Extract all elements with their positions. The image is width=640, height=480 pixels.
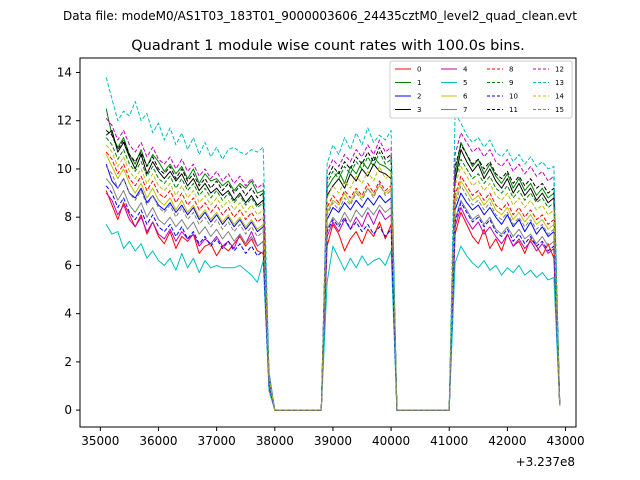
legend-label-13: 13 bbox=[555, 79, 564, 87]
plot-area bbox=[105, 77, 561, 411]
x-tick-label-40000: 40000 bbox=[372, 434, 410, 448]
series-line-8 bbox=[105, 151, 561, 411]
series-line-6 bbox=[105, 154, 561, 411]
legend-label-8: 8 bbox=[509, 66, 513, 74]
series-line-9 bbox=[105, 137, 561, 411]
figure-suptitle: Data file: modeM0/AS1T03_183T01_90000036… bbox=[63, 9, 577, 23]
x-tick-label-43000: 43000 bbox=[546, 434, 584, 448]
series-line-7 bbox=[105, 178, 561, 411]
x-tick-label-42000: 42000 bbox=[488, 434, 526, 448]
legend-label-14: 14 bbox=[555, 93, 564, 101]
legend-label-1: 1 bbox=[417, 79, 421, 87]
series-line-10 bbox=[105, 185, 561, 411]
legend-label-7: 7 bbox=[463, 106, 467, 114]
series-line-12 bbox=[105, 117, 561, 411]
axes-frame bbox=[79, 57, 577, 428]
x-tick-label-39000: 39000 bbox=[314, 434, 352, 448]
legend-label-12: 12 bbox=[555, 66, 564, 74]
x-tick-label-41000: 41000 bbox=[430, 434, 468, 448]
legend-label-9: 9 bbox=[509, 79, 513, 87]
legend-label-2: 2 bbox=[417, 93, 421, 101]
series-line-0 bbox=[105, 190, 561, 411]
series-line-15 bbox=[105, 166, 561, 411]
series-line-11 bbox=[105, 130, 561, 411]
series-line-5 bbox=[105, 224, 561, 411]
x-tick-label-38000: 38000 bbox=[256, 434, 294, 448]
legend-label-10: 10 bbox=[509, 93, 518, 101]
legend-label-15: 15 bbox=[555, 106, 564, 114]
series-line-4 bbox=[105, 192, 561, 411]
x-tick-label-36000: 36000 bbox=[139, 434, 177, 448]
legend-label-4: 4 bbox=[463, 66, 468, 74]
x-tick-label-35000: 35000 bbox=[81, 434, 119, 448]
y-tick-label-0: 0 bbox=[64, 403, 72, 417]
series-line-14 bbox=[105, 144, 561, 411]
y-tick-label-10: 10 bbox=[57, 162, 72, 176]
y-tick-label-12: 12 bbox=[57, 114, 72, 128]
series-line-3 bbox=[105, 129, 561, 411]
y-tick-label-8: 8 bbox=[64, 210, 72, 224]
legend-label-6: 6 bbox=[463, 93, 468, 101]
x-offset-label: +3.237e8 bbox=[516, 455, 575, 469]
legend-label-3: 3 bbox=[417, 106, 421, 114]
y-tick-label-4: 4 bbox=[64, 307, 72, 321]
legend-label-11: 11 bbox=[509, 106, 518, 114]
y-tick-label-2: 2 bbox=[64, 355, 72, 369]
chart-title: Quadrant 1 module wise count rates with … bbox=[131, 38, 525, 54]
legend-label-0: 0 bbox=[417, 66, 421, 74]
legend-label-5: 5 bbox=[463, 79, 467, 87]
series-line-2 bbox=[105, 163, 561, 411]
x-tick-label-37000: 37000 bbox=[198, 434, 236, 448]
axes: 35000 36000 37000 38000 39000 40000 41000 42000… bbox=[57, 57, 585, 448]
series-line-1 bbox=[105, 108, 561, 411]
y-tick-label-14: 14 bbox=[57, 65, 72, 79]
legend-box bbox=[389, 60, 573, 119]
y-tick-label-6: 6 bbox=[64, 258, 72, 272]
